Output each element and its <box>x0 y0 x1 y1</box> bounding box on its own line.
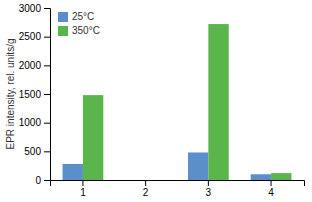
y-tick: 2000 <box>19 60 50 71</box>
y-tick: 2500 <box>19 31 50 42</box>
y-tick: 1000 <box>19 117 50 128</box>
plot: 1 2 3 4 0 500 1000 1500 2000 2500 3000 25°C 350°C <box>19 3 305 198</box>
y-axis-title: EPR intensity, rel. units/g <box>5 39 16 150</box>
bar <box>271 173 291 180</box>
x-tick-label: 4 <box>268 187 274 198</box>
y-axis-line <box>44 9 51 181</box>
bar <box>125 180 145 181</box>
legend-label: 350°C <box>72 25 100 36</box>
bar <box>63 164 83 180</box>
bar <box>251 174 271 180</box>
y-tick-mark <box>44 151 50 152</box>
y-tick: 1500 <box>19 89 50 100</box>
x-axis: 1 2 3 4 <box>51 180 305 198</box>
legend-item: 350°C <box>58 25 100 36</box>
bar <box>188 152 208 180</box>
x-tick-label: 2 <box>143 187 149 198</box>
x-tick: 1 <box>80 180 86 198</box>
y-tick: 500 <box>24 146 50 157</box>
x-axis-line <box>51 181 305 187</box>
legend-swatch <box>58 26 68 36</box>
bar <box>83 95 103 180</box>
y-tick-mark <box>44 37 50 38</box>
x-tick-mark <box>82 180 83 186</box>
y-tick-label: 2000 <box>19 60 42 71</box>
x-tick-mark <box>208 180 209 186</box>
y-tick-mark <box>44 123 50 124</box>
y-tick-mark <box>44 180 50 181</box>
legend: 25°C 350°C <box>58 11 100 36</box>
y-tick-mark <box>44 65 50 66</box>
bar <box>146 180 166 181</box>
x-tick: 2 <box>143 180 149 198</box>
legend-swatch <box>58 12 68 22</box>
bars <box>63 24 292 180</box>
y-tick: 0 <box>35 175 50 186</box>
x-tick-mark <box>271 180 272 186</box>
y-tick-label: 1000 <box>19 117 42 128</box>
y-tick: 3000 <box>19 3 50 14</box>
legend-label: 25°C <box>72 11 94 22</box>
y-tick-label: 2500 <box>19 31 42 42</box>
y-tick-label: 3000 <box>19 3 42 14</box>
x-tick: 3 <box>206 180 212 198</box>
x-tick-label: 1 <box>80 187 86 198</box>
legend-item: 25°C <box>58 11 94 22</box>
y-tick-label: 1500 <box>19 89 42 100</box>
y-tick-label: 0 <box>35 175 41 186</box>
x-tick-label: 3 <box>206 187 212 198</box>
y-axis: 0 500 1000 1500 2000 2500 3000 <box>19 3 51 186</box>
y-tick-mark <box>44 8 50 9</box>
bar <box>208 24 228 180</box>
y-tick-label: 500 <box>24 146 41 157</box>
x-tick-mark <box>145 180 146 186</box>
chart: 1 2 3 4 0 500 1000 1500 2000 2500 3000 25°C 350°C EPR… <box>0 0 312 202</box>
x-tick: 4 <box>268 180 274 198</box>
y-tick-mark <box>44 94 50 95</box>
